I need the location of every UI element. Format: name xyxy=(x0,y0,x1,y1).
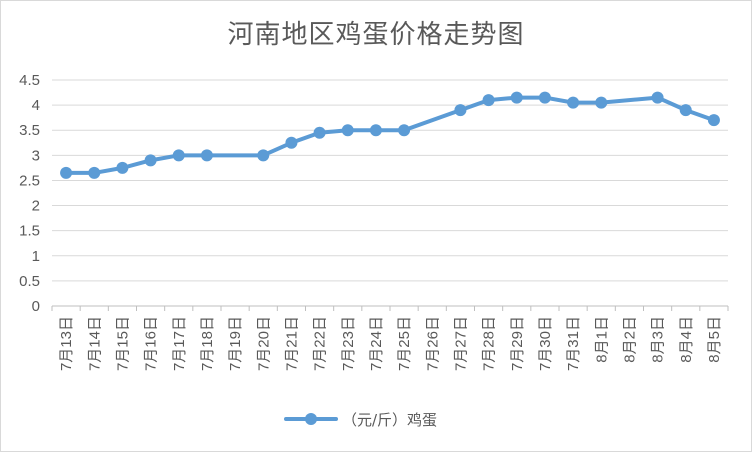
data-point xyxy=(510,91,523,104)
data-point xyxy=(707,114,720,127)
x-tick-label: 8月3日 xyxy=(650,316,667,363)
x-tick-label: 7月30日 xyxy=(537,316,554,371)
x-tick-label: 7月20日 xyxy=(255,316,272,371)
data-point xyxy=(651,91,664,104)
data-point xyxy=(60,166,73,179)
data-point xyxy=(88,166,101,179)
data-point xyxy=(285,136,298,149)
x-tick-label: 8月5日 xyxy=(706,316,723,363)
x-tick-label: 7月26日 xyxy=(424,316,441,371)
x-tick-label: 7月17日 xyxy=(171,316,188,371)
data-point xyxy=(454,104,467,117)
data-point xyxy=(341,124,354,137)
data-point xyxy=(257,149,270,162)
data-point xyxy=(200,149,213,162)
data-point xyxy=(172,149,185,162)
x-tick-label: 7月23日 xyxy=(340,316,357,371)
y-tick-label: 2.5 xyxy=(19,172,40,189)
data-point xyxy=(116,161,129,174)
gridlines xyxy=(52,79,728,282)
legend-marker-swatch xyxy=(305,413,317,425)
x-tick-label: 7月21日 xyxy=(283,316,300,371)
y-tick-label: 0.5 xyxy=(19,273,40,290)
y-tick-label: 0 xyxy=(32,298,40,315)
data-point xyxy=(398,124,411,137)
data-point xyxy=(679,104,692,117)
x-tick-label: 7月25日 xyxy=(396,316,413,371)
data-point xyxy=(144,154,157,167)
x-tick-label: 7月31日 xyxy=(565,316,582,371)
y-tick-label: 1.5 xyxy=(19,223,40,240)
x-tick-label: 7月24日 xyxy=(368,316,385,371)
series-group xyxy=(60,91,720,179)
y-tick-label: 4.5 xyxy=(19,72,40,89)
data-point xyxy=(538,91,551,104)
chart-title: 河南地区鸡蛋价格走势图 xyxy=(227,20,525,50)
y-tick-label: 3.5 xyxy=(19,122,40,139)
data-point xyxy=(482,94,495,107)
x-tick-label: 7月22日 xyxy=(312,316,329,371)
data-point xyxy=(567,96,580,109)
y-tick-label: 1 xyxy=(32,248,40,265)
y-tick-label: 3 xyxy=(32,147,40,164)
x-tick-label: 7月16日 xyxy=(143,316,160,371)
x-tick-label: 7月14日 xyxy=(86,316,103,371)
legend-series-label: （元/斤）鸡蛋 xyxy=(342,411,437,429)
x-tick-label: 7月19日 xyxy=(227,316,244,371)
y-tick-label: 2 xyxy=(32,198,40,215)
y-axis-ticks: 0 0.5 1 1.5 2 2.5 3 3.5 4 4.5 xyxy=(19,72,40,315)
x-tick-label: 8月1日 xyxy=(593,316,610,363)
y-tick-label: 4 xyxy=(32,97,40,114)
data-point xyxy=(595,96,608,109)
x-axis-ticks: 7月13日 7月14日 7月15日 7月16日 7月17日 7月18日 7月19日 7月20日… xyxy=(58,316,723,371)
x-axis xyxy=(51,305,729,311)
x-tick-label: 8月2日 xyxy=(621,316,638,363)
x-tick-label: 8月4日 xyxy=(678,316,695,363)
x-tick-label: 7月15日 xyxy=(114,316,131,371)
data-point xyxy=(369,124,382,137)
data-point xyxy=(313,126,326,139)
x-tick-label: 7月29日 xyxy=(509,316,526,371)
x-tick-label: 7月18日 xyxy=(199,316,216,371)
x-tick-label: 7月28日 xyxy=(481,316,498,371)
legend: （元/斤）鸡蛋 xyxy=(284,411,437,429)
series-line xyxy=(64,95,716,175)
x-tick-label: 7月27日 xyxy=(452,316,469,371)
x-tick-label: 7月13日 xyxy=(58,316,75,371)
